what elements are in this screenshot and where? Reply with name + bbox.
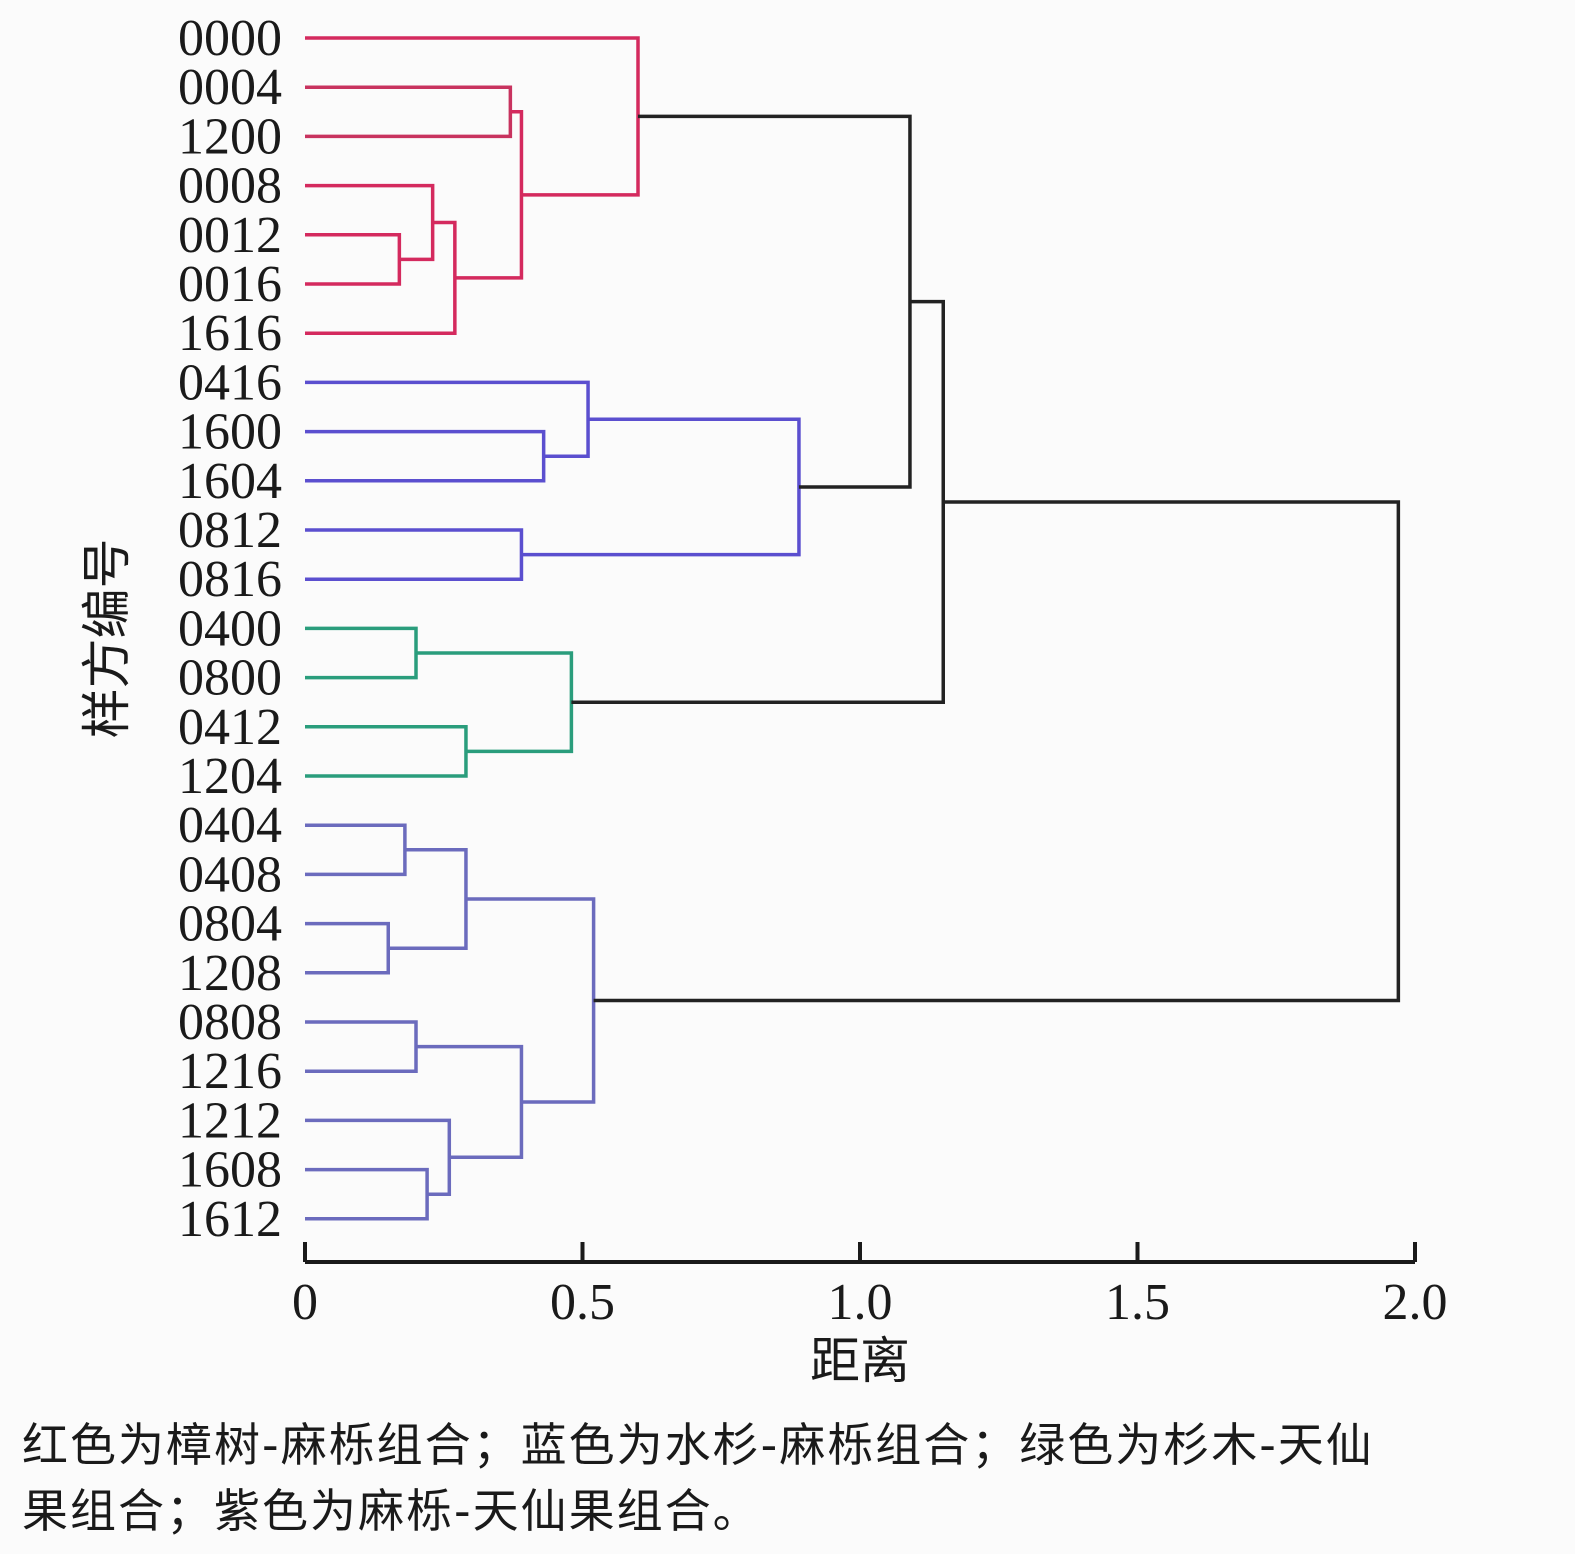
x-tick-label-3: 1.5	[1105, 1274, 1170, 1331]
link-m9	[305, 528, 524, 581]
link-m15	[571, 299, 945, 704]
leaf-label-1616: 1616	[178, 305, 282, 362]
leaf-label-0400: 0400	[178, 600, 282, 657]
leaf-label-0016: 0016	[178, 256, 282, 313]
link-m10	[521, 417, 801, 557]
link-m20	[305, 1167, 429, 1221]
leaf-label-0816: 0816	[178, 551, 282, 608]
leaf-label-0804: 0804	[178, 896, 282, 953]
x-axis: 0 0.5 1.0 1.5 2.0	[292, 1242, 1448, 1331]
leaf-label-1612: 1612	[178, 1191, 282, 1248]
link-m24	[593, 500, 1401, 1003]
leaf-label-0404: 0404	[178, 797, 282, 854]
leaf-label-1600: 1600	[178, 404, 282, 461]
link-m17	[305, 921, 390, 975]
x-tick-label-1: 0.5	[550, 1274, 615, 1331]
leaf-labels: 0000000412000008001200161616041616001604…	[178, 10, 282, 1248]
leaf-label-0008: 0008	[178, 158, 282, 215]
leaf-label-1216: 1216	[178, 1043, 282, 1100]
leaf-label-1212: 1212	[178, 1092, 282, 1149]
link-m6	[305, 36, 640, 197]
x-ticks: 0 0.5 1.0 1.5 2.0	[292, 1242, 1448, 1331]
leaf-label-1608: 1608	[178, 1142, 282, 1199]
leaf-label-0012: 0012	[178, 207, 282, 264]
link-m3	[305, 183, 435, 262]
leaf-label-1204: 1204	[178, 748, 282, 805]
leaf-label-0004: 0004	[178, 59, 282, 116]
link-m11	[638, 114, 912, 489]
dendrogram-chart: 0000000412000008001200161616041616001604…	[79, 10, 1448, 1389]
leaf-label-0812: 0812	[178, 502, 282, 559]
leaf-label-0408: 0408	[178, 846, 282, 903]
x-tick-label-2: 1.0	[828, 1274, 893, 1331]
leaf-label-0000: 0000	[178, 10, 282, 67]
link-m12	[305, 626, 418, 680]
link-m2	[305, 233, 402, 286]
link-m1	[305, 85, 513, 139]
link-m13	[305, 725, 468, 778]
x-tick-label-4: 2.0	[1383, 1274, 1448, 1331]
caption-line-1: 红色为樟树-麻栎组合；蓝色为水杉-麻栎组合；绿色为杉木-天仙	[22, 1418, 1374, 1472]
link-m22	[416, 1044, 524, 1160]
leaf-label-1200: 1200	[178, 108, 282, 165]
dendrogram-links	[305, 36, 1401, 1221]
leaf-label-0416: 0416	[178, 354, 282, 411]
y-axis-title: 样方编号	[79, 538, 135, 738]
link-m16	[305, 823, 407, 877]
link-m7	[305, 429, 546, 483]
link-m23	[465, 897, 596, 1104]
leaf-label-1604: 1604	[178, 453, 282, 510]
caption-line-2: 果组合；紫色为麻栎-天仙果组合。	[22, 1484, 761, 1538]
link-m19	[305, 1020, 418, 1073]
x-axis-title: 距离	[810, 1333, 910, 1389]
leaf-label-0808: 0808	[178, 994, 282, 1051]
leaf-label-0800: 0800	[178, 650, 282, 707]
link-m18	[388, 848, 468, 950]
x-tick-label-0: 0	[292, 1274, 318, 1331]
leaf-label-0412: 0412	[178, 699, 282, 756]
link-m14	[416, 651, 574, 754]
leaf-label-1208: 1208	[178, 945, 282, 1002]
figure-caption: 红色为樟树-麻栎组合；蓝色为水杉-麻栎组合；绿色为杉木-天仙 果组合；紫色为麻栎…	[22, 1412, 1567, 1544]
link-m8	[305, 380, 590, 458]
